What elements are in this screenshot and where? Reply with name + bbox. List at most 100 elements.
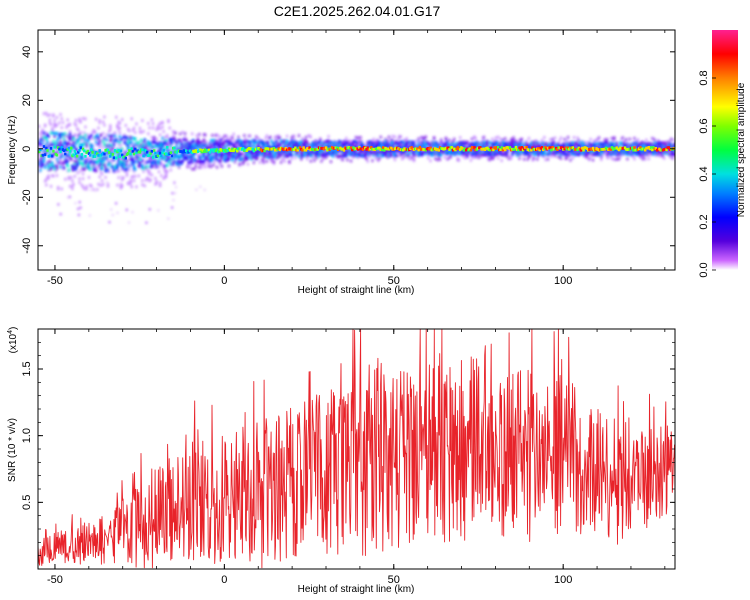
spectrogram-cell [332,154,335,158]
spectrogram-cell [142,129,145,133]
spectrogram-cell [65,125,68,129]
spectrogram-cell [440,138,443,142]
spectrogram-cell [617,148,621,152]
spectrogram-cell [225,144,228,148]
spectrogram-cell [540,138,544,142]
spectrogram-cell [513,140,516,144]
spectrogram-cell [87,157,91,161]
spectrogram-cell [297,154,301,158]
spectrogram-cell [49,184,53,188]
spectrogram-cell [343,143,347,147]
spectrogram-cell [204,133,207,137]
spectrogram-outlier [79,206,82,209]
colorbar-tick-label: 0.2 [698,214,710,229]
spectrogram-cell [600,150,603,154]
spectrogram-cell [151,164,155,168]
spectrogram-cell [304,135,308,139]
spectrogram-cell [68,132,72,136]
spectrogram-cell [218,161,221,165]
spectrogram-cell [377,154,380,158]
spectrogram-cell [272,160,276,164]
spectrogram-cell [93,155,97,158]
spectrogram-cell [282,152,285,156]
spectrogram-cell [112,158,116,162]
spectrogram-cell [164,158,168,162]
spectrogram-cell [64,132,67,136]
spectrogram-cell [92,188,95,192]
spectrogram-cell [162,130,165,134]
spectrogram-cell [551,153,554,157]
spectrogram-cell [54,142,58,146]
spectrogram-cell [324,150,328,154]
spectrogram-cell [163,167,167,171]
spectrogram-cell [137,141,141,145]
spectrogram-cell [475,153,478,157]
spectrogram-cell [566,135,570,139]
spectrogram-outlier [111,213,114,217]
spectrogram-cell [98,175,101,179]
spectrogram-x-tick-label: 0 [221,275,227,287]
spectrogram-cell [80,144,84,148]
spectrogram-cell [673,149,675,153]
spectrogram-outlier [203,188,206,192]
spectrogram-cell [129,152,132,156]
spectrogram-cell [390,153,393,157]
spectrogram-cell [649,146,653,150]
spectrogram-cell [639,156,642,160]
spectrogram-cell [45,183,48,187]
spectrogram-cell [223,156,226,161]
spectrogram-cell [457,158,461,162]
spectrogram-cell [335,153,339,157]
spectrogram-cell [393,135,397,139]
spectrogram-cell [231,142,234,146]
spectrogram-cell [144,145,148,149]
spectrogram-cell [179,155,182,159]
spectrogram-cell [668,142,672,146]
spectrogram-cell [175,141,178,145]
spectrogram-cell [130,185,133,189]
spectrogram-cell [156,142,159,147]
spectrogram-cell [100,172,104,176]
spectrogram-cell [226,149,229,152]
spectrogram-cell [231,136,234,140]
colorbar: 0.00.20.40.60.8 Normalized spectral ampl… [698,30,747,278]
spectrogram-cell [633,136,636,140]
spectrogram-outlier [157,209,160,212]
spectrogram-cell [47,176,50,180]
spectrogram-cell [113,131,117,135]
spectrogram-cell [340,141,343,145]
spectrogram-cell [172,156,175,160]
spectrogram-cell [130,153,133,157]
spectrogram-cell [396,154,399,158]
spectrogram-cell [92,162,95,166]
spectrogram-cell [613,137,616,141]
spectrogram-cell [105,151,108,155]
spectrogram-cell [74,152,78,156]
spectrogram-cell [211,148,214,152]
spectrogram-cell [315,139,318,143]
spectrogram-cell [138,150,142,154]
spectrogram-cell [198,165,201,169]
spectrogram-cell [563,137,566,141]
spectrogram-cell [147,177,150,181]
spectrogram-cell [100,167,104,171]
spectrogram-cell [111,165,114,169]
spectrogram-outlier [199,185,202,189]
spectrogram-cell [389,151,392,155]
spectrogram-outlier [158,184,162,188]
spectrogram-cell [348,140,352,144]
spectrogram-cell [41,153,44,157]
spectrogram-cell [458,136,462,140]
spectrogram-cell [221,144,225,148]
spectrogram-cell [410,156,413,160]
spectrogram-cell [96,188,99,192]
spectrogram-cell [625,138,628,142]
spectrogram-cell [527,136,531,140]
spectrogram-cell [98,146,101,150]
spectrogram-cell [232,132,235,136]
spectrogram-cell [138,153,142,157]
spectrogram-cell [270,139,273,143]
spectrogram-cell [335,151,339,155]
spectrogram-cell [204,148,207,152]
